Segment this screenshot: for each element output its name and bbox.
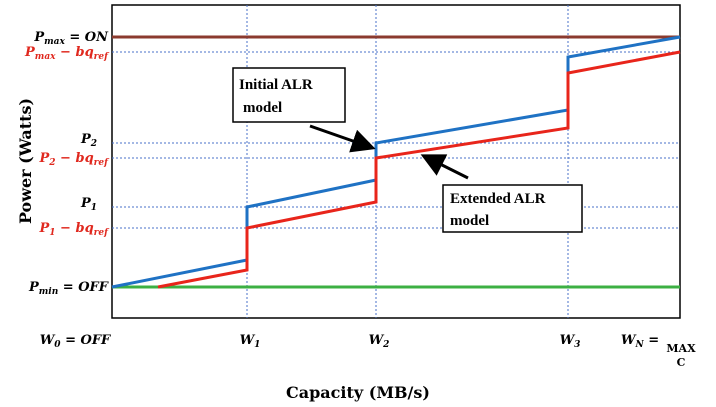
y-labels: Pmax = ON Pmax − bqref P2 P2 − bqref P1 … xyxy=(24,30,110,297)
x-label: W3 xyxy=(560,333,581,350)
x-axis-title: Capacity (MB/s) xyxy=(286,383,430,402)
y-label: Pmin = OFF xyxy=(28,280,109,297)
x-label: W2 xyxy=(369,333,390,350)
callout-box xyxy=(232,67,346,123)
y-label: P2 xyxy=(80,132,97,149)
y-label: P1 − bqref xyxy=(38,221,110,238)
y-label: Pmax − bqref xyxy=(24,45,110,62)
y-label: Pmax = ON xyxy=(33,30,109,47)
callout-text: Extended ALR xyxy=(450,191,546,207)
callout-text: Initial ALR xyxy=(239,77,313,93)
callout-arrow xyxy=(309,124,376,153)
callout-box xyxy=(442,184,583,233)
plot-frame xyxy=(111,4,681,319)
callout-text: model xyxy=(450,213,489,229)
callout-text: model xyxy=(243,100,282,116)
callout-arrow xyxy=(420,154,469,180)
y-label: P1 xyxy=(80,196,97,213)
x-label: MAX xyxy=(666,342,696,355)
x-label: W1 xyxy=(240,333,261,350)
x-label: W0 = OFF xyxy=(40,333,111,350)
x-labels: W0 = OFF W1 W2 W3 WN = MAX C xyxy=(40,333,696,369)
y-label: P2 − bqref xyxy=(38,151,110,168)
extended-model-line xyxy=(157,50,681,289)
x-label: WN = xyxy=(621,333,659,350)
x-label: C xyxy=(677,356,686,369)
y-axis-title: Power (Watts) xyxy=(16,98,35,224)
